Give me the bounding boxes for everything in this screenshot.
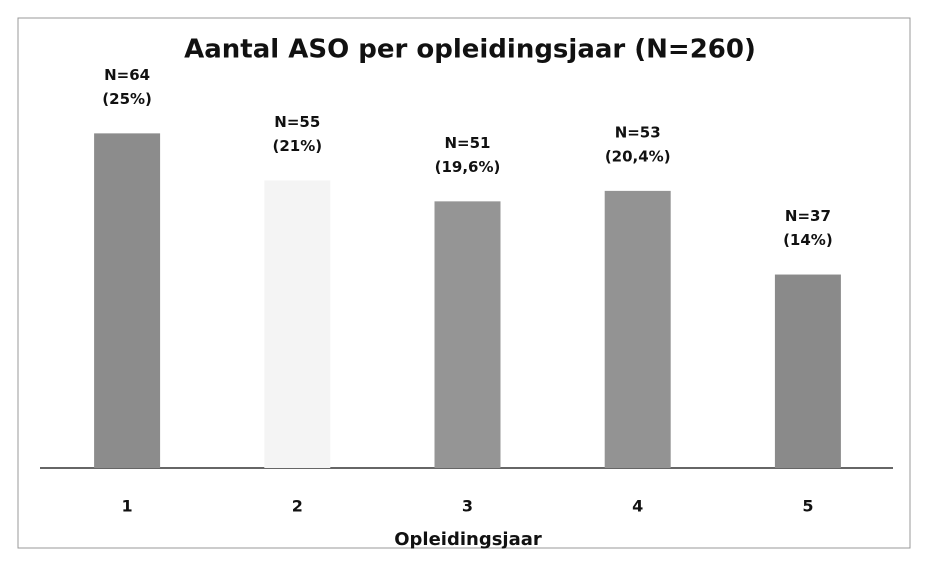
- x-tick-label: 1: [122, 497, 133, 516]
- chart-title: Aantal ASO per opleidingsjaar (N=260): [184, 35, 756, 65]
- x-tick-label: 2: [292, 497, 303, 516]
- value-label: N=53: [615, 123, 661, 141]
- bar: [774, 274, 841, 468]
- bar: [264, 180, 331, 468]
- x-tick-label: 5: [802, 497, 813, 516]
- x-axis-label: Opleidingsjaar: [394, 529, 542, 550]
- share-label: (19,6%): [435, 158, 501, 176]
- value-label: N=37: [785, 207, 831, 225]
- x-tick-label: 4: [632, 497, 643, 516]
- share-label: (14%): [783, 231, 833, 249]
- bar: [604, 190, 671, 468]
- bar: [434, 201, 501, 469]
- x-tick-label: 3: [462, 497, 473, 516]
- share-label: (20,4%): [605, 147, 671, 165]
- share-label: (21%): [272, 137, 322, 155]
- value-label: N=64: [104, 66, 150, 84]
- value-label: N=51: [445, 134, 491, 152]
- value-label: N=55: [274, 113, 320, 131]
- share-label: (25%): [102, 90, 152, 108]
- bar: [94, 133, 161, 468]
